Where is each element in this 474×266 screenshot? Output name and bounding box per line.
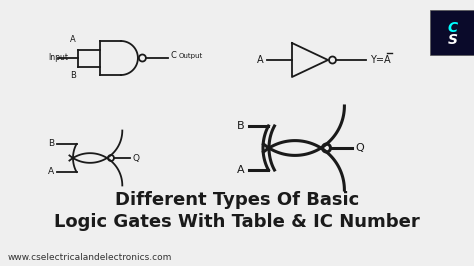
Text: B: B (237, 121, 245, 131)
Text: Q: Q (133, 153, 140, 163)
Text: A: A (257, 55, 264, 65)
Text: B: B (70, 72, 76, 81)
Text: Y=A: Y=A (370, 55, 391, 65)
Text: A: A (237, 165, 245, 175)
Text: Different Types Of Basic: Different Types Of Basic (115, 191, 359, 209)
FancyBboxPatch shape (430, 10, 474, 55)
Text: Logic Gates With Table & IC Number: Logic Gates With Table & IC Number (54, 213, 420, 231)
Text: C: C (447, 22, 457, 35)
Text: www.cselectricalandelectronics.com: www.cselectricalandelectronics.com (8, 252, 173, 261)
Text: S: S (447, 32, 457, 47)
Text: C: C (171, 52, 177, 60)
Text: Output: Output (179, 53, 203, 59)
Text: A: A (70, 35, 76, 44)
Text: Input: Input (48, 53, 68, 63)
Text: Q: Q (356, 143, 364, 153)
Text: A: A (48, 168, 54, 177)
Text: B: B (48, 139, 54, 148)
